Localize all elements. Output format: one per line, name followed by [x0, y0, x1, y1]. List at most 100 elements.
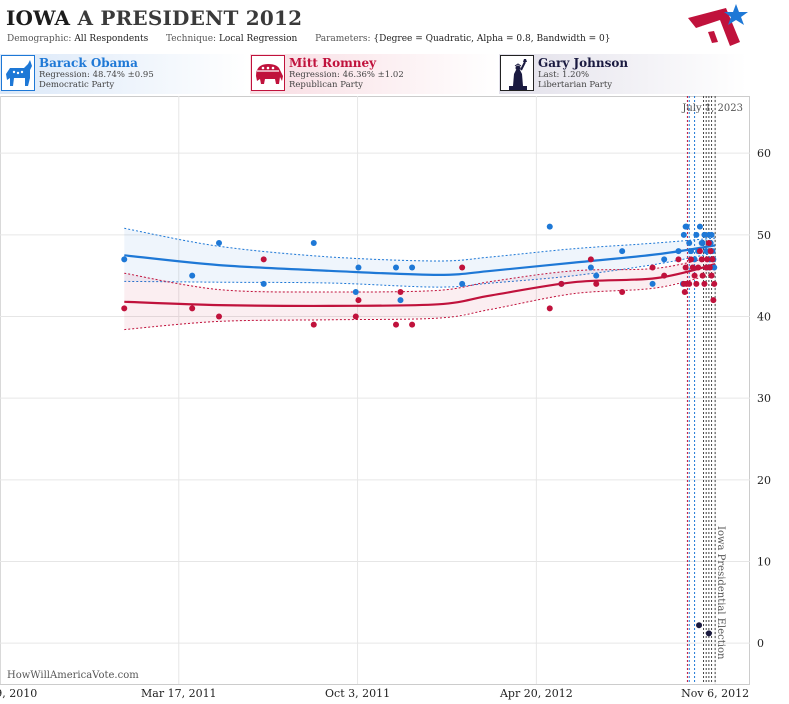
candidate-legend: Barack Obama Regression: 48.74% ±0.95 De… — [0, 54, 750, 94]
barack-obama-poll-point — [459, 280, 466, 287]
mitt-romney-poll-point — [688, 256, 695, 263]
mitt-romney-poll-point — [355, 297, 362, 304]
barack-obama-poll-point — [352, 289, 359, 295]
barack-obama-poll-point — [661, 256, 668, 263]
plot-frame — [0, 96, 750, 685]
confidence-bands — [124, 227, 716, 331]
mitt-romney-poll-point — [216, 313, 223, 320]
mitt-romney-poll-point — [310, 321, 317, 328]
mitt-romney-poll-point — [693, 280, 700, 287]
barack-obama-poll-point — [696, 223, 703, 230]
parameters-line: Demographic: All Respondents Technique: … — [7, 34, 610, 44]
barack-obama-upper-bound — [124, 227, 716, 262]
mitt-romney-poll-point — [558, 280, 565, 287]
mitt-romney-poll-point — [707, 248, 714, 255]
mitt-romney-confidence-band — [124, 256, 716, 330]
y-tick-label: 20 — [757, 474, 771, 487]
barack-obama-poll-point — [649, 280, 656, 287]
candidate-name: Gary Johnson — [538, 56, 629, 70]
barack-obama-poll-point — [708, 231, 715, 238]
x-tick-label: Oct 3, 2011 — [325, 687, 390, 700]
barack-obama-lower-bound — [124, 252, 716, 288]
mitt-romney-poll-point — [675, 256, 682, 263]
barack-obama-poll-point — [699, 240, 706, 246]
x-tick-label: Nov 6, 2012 — [681, 687, 749, 700]
mitt-romney-poll-point — [686, 280, 693, 287]
candidate-party: Libertarian Party — [538, 80, 613, 90]
mitt-romney-poll-point — [546, 305, 553, 312]
mitt-romney-poll-point — [699, 272, 706, 279]
barack-obama-poll-point — [216, 240, 223, 246]
candidate-stat: Last: 1.20% — [538, 70, 590, 80]
candidate-stat: Regression: 48.74% ±0.95 — [39, 70, 154, 80]
y-tick-label: 0 — [757, 637, 764, 650]
mitt-romney-poll-point — [121, 305, 128, 312]
barack-obama-poll-point — [680, 231, 687, 238]
barack-obama-poll-point — [701, 231, 708, 238]
candidate-name: Mitt Romney — [289, 56, 377, 70]
barack-obama-poll-point — [546, 223, 553, 230]
poll-chart: 0 10 20 30 40 50 60 Aug 29, 2010 Mar 17, 2011 Oct… — [0, 96, 771, 700]
barack-obama-poll-point — [409, 264, 416, 271]
site-logo-icon — [688, 4, 748, 46]
gary-johnson-poll-point — [696, 622, 703, 629]
barack-obama-poll-point — [260, 280, 267, 287]
barack-obama-poll-point — [683, 223, 690, 230]
barack-obama-poll-point — [393, 264, 400, 271]
x-tick-label: Aug 29, 2010 — [0, 687, 37, 700]
mitt-romney-poll-point — [587, 256, 594, 263]
barack-obama-poll-point — [703, 248, 710, 255]
candidate-name: Barack Obama — [39, 56, 138, 70]
mitt-romney-poll-point — [710, 297, 717, 304]
mitt-romney-poll-point — [661, 272, 668, 279]
candidate-party: Democratic Party — [39, 80, 115, 90]
x-tick-label: Apr 20, 2012 — [499, 687, 573, 700]
gary-johnson-poll-point — [705, 630, 712, 637]
regression-lines — [124, 244, 716, 308]
title-state: IOWA — [6, 6, 71, 30]
mitt-romney-poll-point — [397, 289, 404, 295]
demographic-value: All Respondents — [74, 34, 149, 44]
candidate-obama: Barack Obama Regression: 48.74% ±0.95 De… — [0, 54, 248, 94]
barack-obama-poll-point — [619, 248, 626, 255]
mitt-romney-regression-line — [124, 263, 716, 308]
mitt-romney-lower-bound — [124, 272, 716, 331]
statue-of-liberty-icon — [500, 55, 534, 91]
y-tick-label: 10 — [757, 556, 771, 569]
demographic-label: Demographic: — [7, 34, 72, 44]
candidate-johnson: Gary Johnson Last: 1.20% Libertarian Par… — [499, 54, 747, 94]
chart-header: IOWA A PRESIDENT 2012 Demographic: All R… — [0, 0, 789, 50]
mitt-romney-poll-point — [711, 280, 718, 287]
title-race: A PRESIDENT 2012 — [77, 6, 303, 30]
technique-label: Technique: — [166, 34, 217, 44]
top-right-date: July 1, 2023 — [681, 103, 743, 114]
mitt-romney-poll-point — [704, 256, 711, 263]
mitt-romney-poll-point — [682, 264, 689, 271]
mitt-romney-poll-point — [701, 280, 708, 287]
mitt-romney-poll-point — [649, 264, 656, 271]
y-tick-label: 50 — [757, 229, 771, 242]
mitt-romney-poll-point — [593, 280, 600, 287]
x-tick-label: Mar 17, 2011 — [141, 687, 217, 700]
mitt-romney-poll-point — [189, 305, 196, 312]
barack-obama-poll-point — [189, 272, 196, 279]
barack-obama-poll-point — [121, 256, 128, 263]
mitt-romney-poll-point — [352, 313, 359, 320]
candidate-party: Republican Party — [289, 80, 363, 90]
barack-obama-poll-point — [693, 231, 700, 238]
barack-obama-poll-point — [587, 264, 594, 271]
barack-obama-confidence-band — [124, 228, 716, 288]
mitt-romney-poll-point — [691, 272, 698, 279]
mitt-romney-poll-point — [705, 240, 712, 246]
mitt-romney-poll-point — [459, 264, 466, 271]
mitt-romney-poll-point — [681, 289, 688, 295]
mitt-romney-poll-point — [698, 256, 705, 263]
poll-date-lines — [686, 96, 716, 684]
chart-title: IOWA A PRESIDENT 2012 — [6, 6, 302, 30]
barack-obama-poll-point — [593, 272, 600, 279]
barack-obama-regression-line — [124, 244, 716, 277]
mitt-romney-poll-point — [708, 272, 715, 279]
barack-obama-poll-point — [355, 264, 362, 271]
poll-points — [121, 223, 718, 637]
mitt-romney-poll-point — [409, 321, 416, 328]
